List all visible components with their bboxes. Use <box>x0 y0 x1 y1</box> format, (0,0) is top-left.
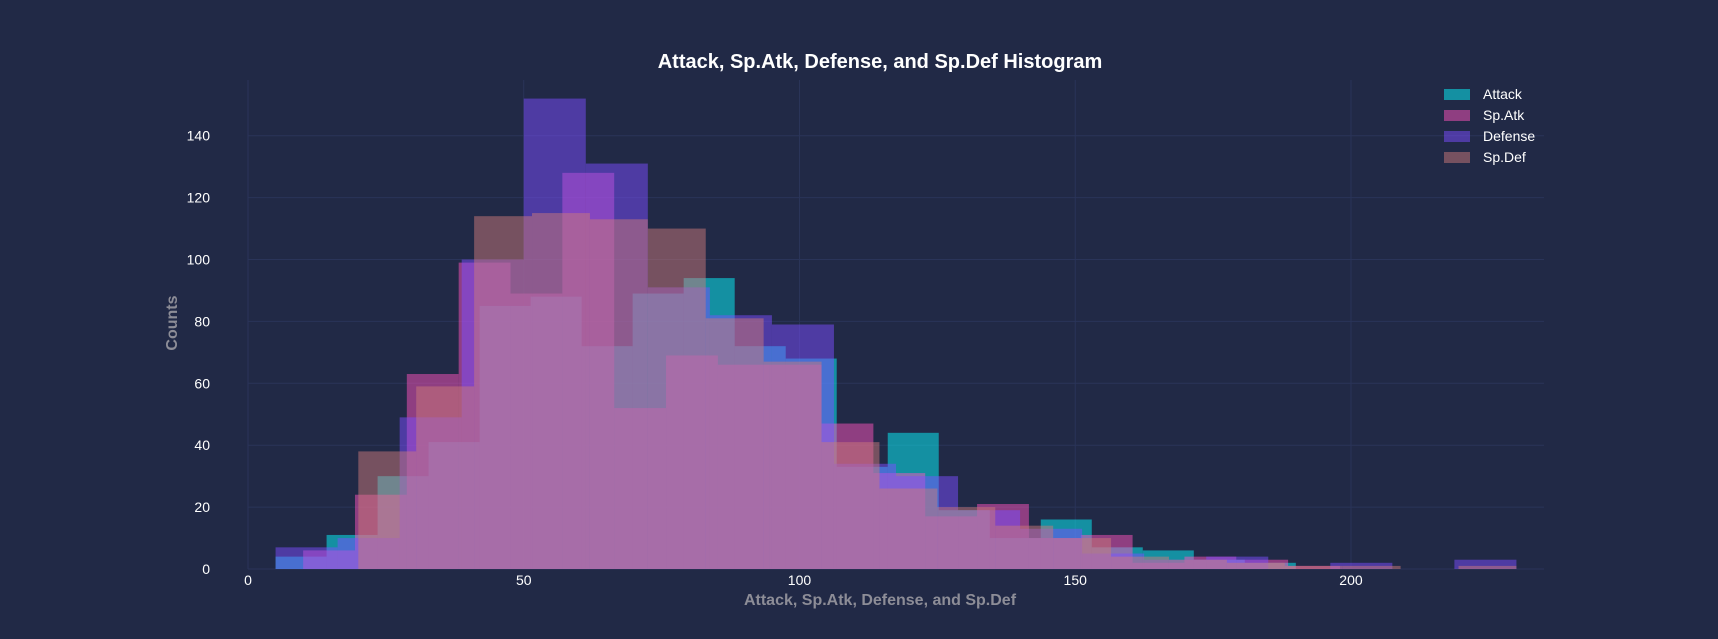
series-sp-def <box>358 213 1517 570</box>
x-tick-label: 0 <box>244 572 252 588</box>
histogram-bar <box>1226 562 1285 569</box>
x-tick-label: 50 <box>516 572 532 588</box>
histogram-bar <box>1168 559 1227 569</box>
legend-label: Sp.Atk <box>1483 107 1525 123</box>
x-tick-label: 100 <box>788 572 812 588</box>
ticks-layer: 0 50 100 150 200 0 20 40 60 80 100 120 140 <box>187 128 1363 588</box>
histogram-bar <box>879 488 938 569</box>
histogram-bar <box>705 318 764 569</box>
legend-label: Defense <box>1483 128 1535 144</box>
bars-layer <box>275 98 1517 570</box>
histogram-bar <box>1284 565 1343 569</box>
legend-swatch <box>1444 110 1470 121</box>
histogram-bar <box>589 219 648 569</box>
histogram-bar <box>474 216 533 569</box>
histogram-bar <box>275 547 338 569</box>
histogram-bar <box>358 451 417 569</box>
legend-swatch <box>1444 152 1470 163</box>
y-tick-label: 60 <box>194 375 210 391</box>
histogram-bar <box>1342 565 1401 569</box>
y-tick-label: 40 <box>194 437 210 453</box>
histogram-bar <box>1111 556 1169 569</box>
histogram-bar <box>647 228 706 570</box>
y-tick-label: 140 <box>187 128 211 144</box>
histogram-bar <box>1330 562 1393 569</box>
legend: Attack Sp.Atk Defense Sp.Def <box>1444 86 1535 165</box>
y-tick-label: 120 <box>187 190 211 206</box>
histogram-bar <box>1053 538 1112 569</box>
y-tick-label: 100 <box>187 252 211 268</box>
y-tick-label: 20 <box>194 499 210 515</box>
histogram-bar <box>995 525 1054 569</box>
histogram-bar <box>1454 559 1517 569</box>
histogram-bar <box>532 213 590 569</box>
legend-label: Sp.Def <box>1483 149 1526 165</box>
legend-swatch <box>1444 89 1470 100</box>
y-axis-label: Counts <box>164 295 181 350</box>
histogram-bar <box>416 386 475 569</box>
histogram-bar <box>763 361 822 569</box>
y-tick-label: 0 <box>202 561 210 577</box>
chart-title: Attack, Sp.Atk, Defense, and Sp.Def Hist… <box>658 51 1103 73</box>
histogram-bar <box>821 442 880 569</box>
y-tick-label: 80 <box>194 313 210 329</box>
x-axis-label: Attack, Sp.Atk, Defense, and Sp.Def <box>744 592 1017 609</box>
legend-label: Attack <box>1483 86 1523 102</box>
legend-swatch <box>1444 131 1470 142</box>
histogram-bar <box>1458 565 1517 569</box>
x-tick-label: 200 <box>1339 572 1363 588</box>
x-tick-label: 150 <box>1064 572 1088 588</box>
histogram-bar <box>937 507 996 569</box>
